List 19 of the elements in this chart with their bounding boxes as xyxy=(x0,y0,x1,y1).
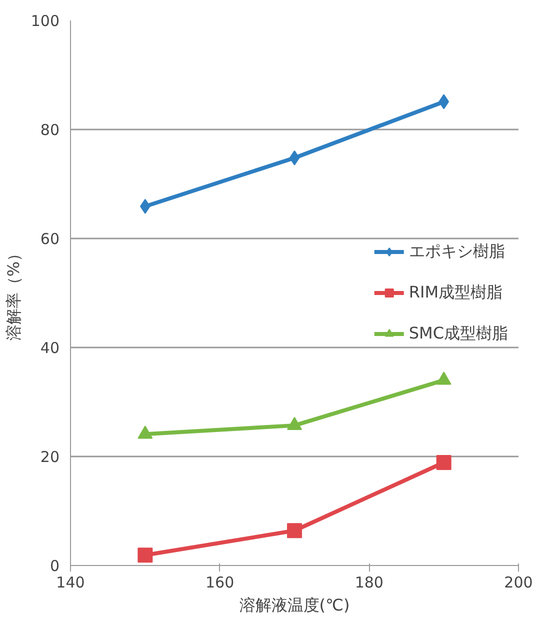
legend-label: エポキシ樹脂 xyxy=(408,241,505,262)
y-tick-label: 100 xyxy=(30,12,60,30)
y-tick-label: 20 xyxy=(40,448,60,466)
legend-label: RIM成型樹脂 xyxy=(408,282,502,303)
x-tick-label: 200 xyxy=(504,574,533,592)
y-tick-label: 80 xyxy=(40,121,60,139)
point xyxy=(289,150,300,166)
y-tick-label: 60 xyxy=(40,230,60,248)
x-tick-label: 160 xyxy=(206,574,234,592)
point xyxy=(287,523,302,538)
legend-label: SMC成型樹脂 xyxy=(408,323,508,344)
y-tick-label: 0 xyxy=(50,557,60,575)
x-tick-label: 180 xyxy=(354,574,384,592)
y-tick-label: 40 xyxy=(40,339,60,357)
y-axis-title: 溶解率（%） xyxy=(4,245,23,341)
x-axis-title: 溶解液温度(℃) xyxy=(239,596,350,614)
point xyxy=(436,454,452,470)
x-tick-label: 140 xyxy=(56,574,85,592)
point xyxy=(138,548,153,563)
